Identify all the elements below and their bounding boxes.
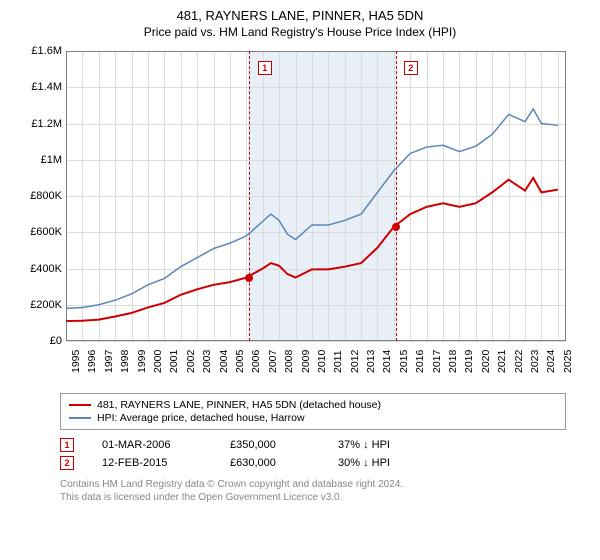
x-axis-label: 1997: [103, 350, 115, 373]
sale-dot: [245, 274, 253, 282]
legend-label: HPI: Average price, detached house, Harr…: [97, 412, 305, 424]
x-axis-label: 2024: [545, 350, 557, 373]
sale-row: 1 01-MAR-2006 £350,000 37% ↓ HPI: [60, 436, 566, 454]
x-axis-label: 2023: [529, 350, 541, 373]
sale-row: 2 12-FEB-2015 £630,000 30% ↓ HPI: [60, 454, 566, 472]
x-axis-label: 2000: [152, 350, 164, 373]
sale-marker-icon: 2: [60, 456, 74, 470]
legend-item: 481, RAYNERS LANE, PINNER, HA5 5DN (deta…: [69, 399, 557, 411]
sale-marker-box: 1: [258, 61, 272, 75]
x-axis-label: 2008: [283, 350, 295, 373]
legend-label: 481, RAYNERS LANE, PINNER, HA5 5DN (deta…: [97, 399, 381, 411]
sale-date: 01-MAR-2006: [102, 439, 202, 451]
x-axis-label: 2013: [365, 350, 377, 373]
x-axis-label: 2014: [381, 350, 393, 373]
sale-marker-icon: 1: [60, 438, 74, 452]
footnote-line: This data is licensed under the Open Gov…: [60, 491, 566, 504]
price-chart: £0£200K£400K£600K£800K£1M£1.2M£1.4M£1.6M…: [20, 47, 580, 387]
x-axis-label: 2001: [168, 350, 180, 373]
series-red: [66, 178, 558, 321]
x-axis-label: 2025: [562, 350, 574, 373]
x-axis-label: 2016: [414, 350, 426, 373]
sale-price: £350,000: [230, 439, 310, 451]
x-axis-label: 2015: [398, 350, 410, 373]
legend-swatch: [69, 417, 91, 419]
x-axis-label: 1999: [136, 350, 148, 373]
x-axis-label: 1996: [86, 350, 98, 373]
x-axis-label: 2009: [300, 350, 312, 373]
x-axis-label: 2011: [332, 350, 344, 373]
x-axis-label: 1995: [70, 350, 82, 373]
x-axis-label: 2005: [234, 350, 246, 373]
x-axis-label: 2006: [250, 350, 262, 373]
legend-swatch: [69, 404, 91, 406]
sale-date: 12-FEB-2015: [102, 457, 202, 469]
sales-table: 1 01-MAR-2006 £350,000 37% ↓ HPI 2 12-FE…: [60, 436, 566, 472]
sale-price: £630,000: [230, 457, 310, 469]
sale-marker-box: 2: [404, 61, 418, 75]
legend-item: HPI: Average price, detached house, Harr…: [69, 412, 557, 424]
x-axis-label: 2021: [496, 350, 508, 373]
x-axis-label: 2022: [513, 350, 525, 373]
x-axis-label: 2020: [480, 350, 492, 373]
x-axis-label: 2010: [316, 350, 328, 373]
x-axis-label: 2002: [185, 350, 197, 373]
sale-delta: 30% ↓ HPI: [338, 457, 390, 469]
x-axis-label: 2004: [218, 350, 230, 373]
x-axis-label: 2018: [447, 350, 459, 373]
footnote-line: Contains HM Land Registry data © Crown c…: [60, 478, 566, 491]
x-axis-label: 2012: [349, 350, 361, 373]
x-axis-label: 2003: [201, 350, 213, 373]
sale-dot: [392, 223, 400, 231]
footnote: Contains HM Land Registry data © Crown c…: [60, 478, 566, 504]
x-axis-label: 2017: [431, 350, 443, 373]
sale-delta: 37% ↓ HPI: [338, 439, 390, 451]
series-lines: [20, 47, 570, 345]
legend: 481, RAYNERS LANE, PINNER, HA5 5DN (deta…: [60, 393, 566, 430]
series-blue: [66, 109, 558, 308]
chart-subtitle: Price paid vs. HM Land Registry's House …: [16, 25, 584, 39]
x-axis-label: 1998: [119, 350, 131, 373]
x-axis-label: 2007: [267, 350, 279, 373]
chart-title: 481, RAYNERS LANE, PINNER, HA5 5DN: [16, 8, 584, 23]
x-axis-label: 2019: [463, 350, 475, 373]
